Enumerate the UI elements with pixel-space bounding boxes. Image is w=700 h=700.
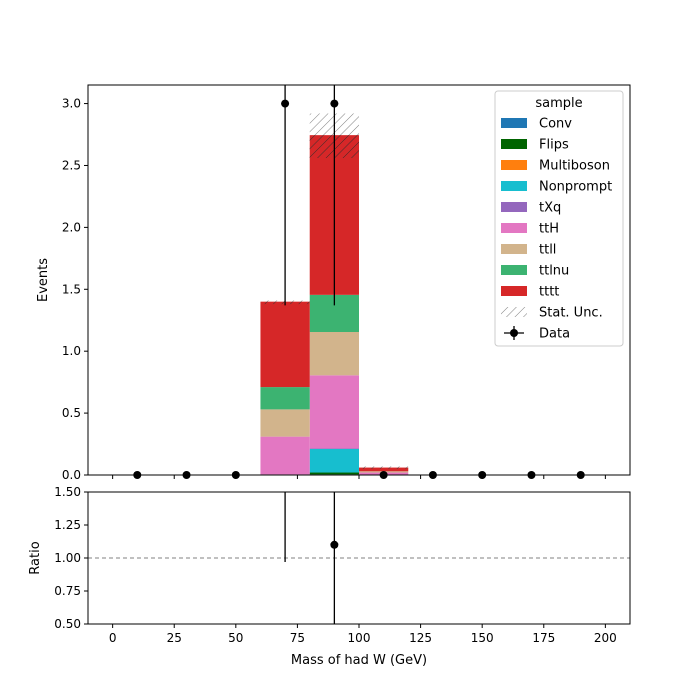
x-tick-label: 200 — [594, 631, 617, 645]
ratio-y-tick-label: 0.50 — [54, 617, 81, 631]
legend-label-statunc: Stat. Unc. — [539, 306, 603, 321]
legend-swatch-tttt — [501, 286, 527, 296]
legend-label-ttll: ttll — [539, 243, 556, 258]
data-point-3 — [281, 99, 290, 108]
ratio-x-ticks: 0 25 50 75 100 125 150 175 200 — [109, 624, 617, 645]
legend-label-txq: tXq — [539, 201, 561, 216]
main-y-axis-label: Events — [36, 258, 51, 302]
legend-label-nonprompt: Nonprompt — [539, 180, 612, 195]
x-tick-label: 75 — [290, 631, 305, 645]
legend-swatch-nonprompt — [501, 181, 527, 191]
main-y-tick-label: 3.0 — [62, 97, 81, 111]
bar-ttll-bin-4 — [309, 332, 359, 376]
ratio-plot-frame — [87, 491, 631, 625]
bar-tth-bin-4 — [309, 375, 359, 449]
bar-ttlnu-bin-3 — [260, 387, 310, 410]
main-y-tick-label: 0.5 — [62, 406, 81, 420]
legend-swatch-ttlnu — [501, 265, 527, 275]
main-plot-panel: 0.0 0.5 1.0 1.5 2.0 2.5 3.0 Events — [36, 84, 631, 482]
legend-label-tth: ttH — [539, 222, 559, 237]
legend-label-tttt: tttt — [539, 285, 559, 300]
legend-label-multiboson: Multiboson — [539, 159, 610, 174]
x-tick-label: 125 — [409, 631, 432, 645]
x-tick-label: 175 — [532, 631, 555, 645]
x-axis-label: Mass of had W (GeV) — [291, 653, 427, 668]
main-y-tick-label: 2.0 — [62, 220, 81, 234]
main-y-tick-label: 1.0 — [62, 344, 81, 358]
bar-nonprompt-bin-4 — [309, 449, 359, 473]
stat-unc-overlap-bin-5 — [359, 467, 409, 469]
bar-tttt-bin-5 — [359, 467, 409, 472]
x-tick-label: 100 — [348, 631, 371, 645]
legend-swatch-tth — [501, 223, 527, 233]
legend-label-flips: Flips — [539, 138, 569, 153]
ratio-y-tick-label: 1.00 — [54, 551, 81, 565]
legend-swatch-multiboson — [501, 160, 527, 170]
main-y-ticks: 0.0 0.5 1.0 1.5 2.0 2.5 3.0 — [62, 97, 88, 482]
ratio-plot-panel: 0 25 50 75 100 125 150 175 200 0.50 0.75 1.00 1.25 1… — [28, 485, 631, 668]
legend-label-ttlnu: ttlnu — [539, 264, 569, 279]
bar-txq-bin-4 — [309, 448, 359, 449]
bar-ttll-bin-3 — [260, 409, 310, 437]
bar-flips-bin-4 — [309, 472, 359, 475]
legend-swatch-flips — [501, 139, 527, 149]
x-tick-label: 150 — [471, 631, 494, 645]
ratio-point-1 — [330, 540, 339, 549]
ratio-y-tick-label: 1.50 — [54, 485, 81, 499]
ratio-y-ticks: 0.50 0.75 1.00 1.25 1.50 — [54, 485, 88, 631]
main-y-tick-label: 2.5 — [62, 158, 81, 172]
legend-label-conv: Conv — [539, 117, 572, 132]
bar-tttt-bin-3 — [260, 301, 310, 388]
legend-swatch-conv — [501, 118, 527, 128]
legend-frame — [494, 90, 624, 347]
ratio-y-axis-label: Ratio — [28, 541, 43, 574]
main-y-tick-label: 1.5 — [62, 282, 81, 296]
ratio-y-tick-label: 0.75 — [54, 584, 81, 598]
data-point-4 — [330, 99, 339, 108]
legend-swatch-stat-unc — [501, 307, 527, 317]
bar-tth-bin-3 — [260, 436, 310, 475]
ratio-points — [284, 492, 339, 624]
x-tick-label: 25 — [167, 631, 182, 645]
legend-data-marker — [510, 329, 518, 337]
main-x-ticks — [112, 475, 606, 479]
main-y-tick-label: 0.0 — [62, 468, 81, 482]
legend-label-data: Data — [539, 327, 570, 342]
legend-swatch-txq — [501, 202, 527, 212]
legend-swatch-ttll — [501, 244, 527, 254]
x-tick-label: 50 — [228, 631, 243, 645]
ratio-y-tick-label: 1.25 — [54, 518, 81, 532]
legend-title: sample — [535, 96, 582, 111]
x-tick-label: 0 — [109, 631, 117, 645]
legend: sample Conv Flips Multiboson Nonprompt tXq tt… — [494, 90, 624, 347]
